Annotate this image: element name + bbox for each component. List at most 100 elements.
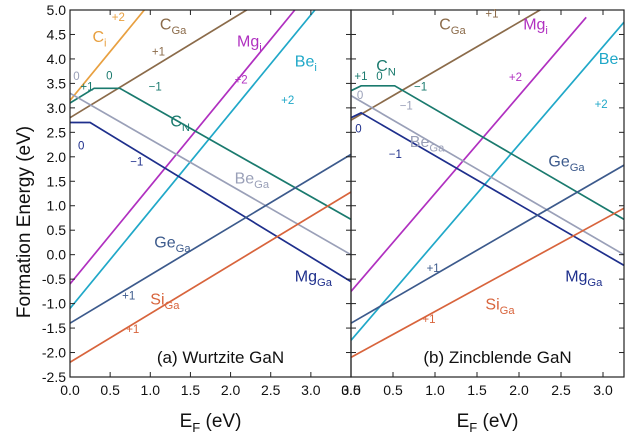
y-tick-label: 0.0 bbox=[47, 247, 67, 263]
y-tick-label: -1.5 bbox=[42, 320, 66, 336]
label-GeGa: GeGa bbox=[154, 234, 191, 254]
charge-state-label: 0 bbox=[106, 70, 112, 82]
y-axis-label-group: Formation Energy (eV) bbox=[14, 126, 35, 318]
line-BeGa bbox=[70, 92, 351, 256]
x-tick-label: 0.5 bbox=[100, 382, 120, 398]
label-Mgi: Mgi bbox=[237, 34, 262, 54]
line-Bei bbox=[351, 21, 624, 341]
x-tick-label: 2.0 bbox=[221, 382, 241, 398]
charge-state-label: +2 bbox=[281, 95, 294, 107]
charge-state-label: −1 bbox=[400, 100, 413, 112]
line-CN bbox=[70, 87, 351, 221]
x-tick-label: 3.0 bbox=[301, 382, 321, 398]
x-tick-label: 0.5 bbox=[383, 382, 403, 398]
charge-state-label: +1 bbox=[126, 324, 139, 336]
y-tick-label: 4.5 bbox=[47, 26, 67, 42]
charge-state-label: +1 bbox=[354, 71, 367, 83]
charge-state-label: 0 bbox=[73, 71, 79, 83]
charge-state-label: 0 bbox=[376, 71, 382, 83]
line-Mgi bbox=[351, 16, 587, 292]
label-CGa: CGa bbox=[160, 17, 187, 37]
charge-state-label: 0 bbox=[357, 90, 363, 102]
line-CN bbox=[351, 84, 624, 221]
y-tick-label: 4.0 bbox=[47, 51, 67, 67]
label-Mgi: Mgi bbox=[523, 17, 548, 37]
line-SiGa bbox=[70, 191, 351, 364]
label-Ci: Ci bbox=[92, 29, 106, 49]
y-tick-label: 5.0 bbox=[47, 2, 67, 18]
charge-state-label: −1 bbox=[149, 82, 162, 94]
y-tick-label: -0.5 bbox=[42, 271, 66, 287]
y-tick-label: 2.0 bbox=[47, 149, 67, 165]
y-axis-label: Formation Energy (eV) bbox=[14, 126, 35, 318]
charge-state-label: +2 bbox=[235, 74, 248, 86]
plot-frame bbox=[350, 9, 625, 378]
x-tick-label: 2.5 bbox=[261, 382, 281, 398]
x-tick-label: 0.0 bbox=[60, 382, 80, 398]
label-Bei: Bei bbox=[295, 53, 317, 73]
label-BeGa: BeGa bbox=[235, 171, 270, 191]
line-CGa bbox=[70, 10, 249, 119]
charge-state-label: +1 bbox=[422, 314, 435, 326]
line-BeGa bbox=[351, 94, 624, 256]
y-tick-label: -1.0 bbox=[42, 296, 66, 312]
label-Bei: Be bbox=[599, 51, 619, 68]
label-CGa: CGa bbox=[439, 17, 466, 37]
y-tick-label: 1.5 bbox=[47, 173, 67, 189]
label-CN: CN bbox=[376, 58, 396, 78]
x-tick-label: 3.5 bbox=[341, 382, 361, 398]
x-tick-label: 2.5 bbox=[551, 382, 571, 398]
charge-state-label: +1 bbox=[80, 82, 93, 94]
x-tick-label: 3.0 bbox=[593, 382, 613, 398]
line-MgGa bbox=[351, 111, 624, 267]
x-tick-label: 0.0 bbox=[341, 382, 361, 398]
panel-zincblende: 0.0 0.5 1.0 1.5 2.0 2.5 3.0 EF (eV) (b) Zincblen… bbox=[341, 8, 625, 435]
panel-title: (b) Zincblende GaN bbox=[423, 348, 571, 367]
charge-state-label: +1 bbox=[427, 263, 440, 275]
y-tick-label: 2.5 bbox=[47, 124, 67, 140]
line-SiGa bbox=[351, 207, 624, 359]
charge-state-label: −1 bbox=[130, 157, 143, 169]
line-Ci bbox=[70, 10, 146, 102]
line-Mgi bbox=[70, 10, 296, 285]
line-GeGa bbox=[351, 164, 624, 324]
y-tick-label: -2.0 bbox=[42, 345, 66, 361]
x-tick-label: 2.0 bbox=[509, 382, 529, 398]
charge-state-label: +1 bbox=[122, 291, 135, 303]
label-SiGa: SiGa bbox=[485, 296, 515, 316]
y-tick-label: 3.0 bbox=[47, 100, 67, 116]
y-tick-label: 0.5 bbox=[47, 222, 67, 238]
x-tick-label: 1.5 bbox=[181, 382, 201, 398]
line-CGa bbox=[351, 10, 542, 121]
line-MgGa bbox=[70, 121, 351, 283]
y-tick-label: -2.5 bbox=[42, 369, 66, 385]
label-MgGa: MgGa bbox=[295, 269, 333, 289]
y-tick-label: 3.5 bbox=[47, 75, 67, 91]
label-GeGa: GeGa bbox=[548, 154, 585, 174]
charge-state-label: 0 bbox=[78, 140, 84, 152]
charge-state-label: −1 bbox=[414, 82, 427, 94]
x-axis-label: EF (eV) bbox=[180, 411, 242, 435]
charge-state-label: +2 bbox=[112, 12, 125, 24]
panel-wurtzite: 0.0 0.5 1.0 1.5 2.0 2.5 3.0 3.5 -2.5 -2.0 -1.5 -1.0… bbox=[42, 2, 361, 435]
y-tick-label: 1.0 bbox=[47, 198, 67, 214]
label-BeGa: BeGa bbox=[410, 134, 445, 154]
series-lines bbox=[351, 10, 624, 359]
label-MgGa: MgGa bbox=[565, 269, 603, 289]
line-Bei bbox=[70, 10, 316, 310]
x-tick-label: 1.0 bbox=[425, 382, 445, 398]
line-GeGa bbox=[70, 153, 351, 324]
label-CN: CN bbox=[170, 113, 190, 133]
x-tick-label: 1.5 bbox=[467, 382, 487, 398]
charge-state-label: −1 bbox=[389, 149, 402, 161]
charge-state-label: 0 bbox=[355, 123, 361, 135]
panel-title: (a) Wurtzite GaN bbox=[157, 348, 284, 367]
series-lines bbox=[70, 10, 351, 364]
x-tick-label: 1.0 bbox=[141, 382, 161, 398]
x-axis-label: EF (eV) bbox=[457, 411, 519, 435]
charge-state-label: +1 bbox=[152, 47, 165, 59]
label-SiGa: SiGa bbox=[150, 292, 180, 312]
charge-state-label: +2 bbox=[595, 99, 608, 111]
charge-state-label: +2 bbox=[509, 72, 522, 84]
